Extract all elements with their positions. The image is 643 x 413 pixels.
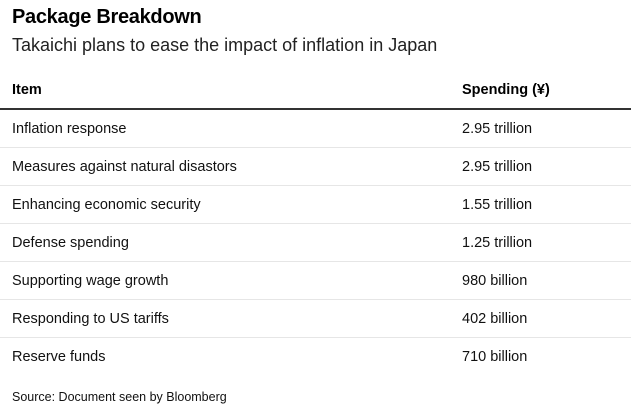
table-cell: 1.55 trillion (450, 185, 631, 224)
table-cell: 980 billion (450, 261, 631, 300)
table-row: Enhancing economic security 1.55 trillion (0, 185, 631, 224)
table-cell: Inflation response (0, 109, 450, 148)
column-header: Spending (¥) (450, 72, 631, 110)
table-cell: Responding to US tariffs (0, 299, 450, 338)
source: Source: Document seen by Bloomberg (12, 390, 227, 404)
table: Item Spending (¥) Inflation response 2.95 … (0, 72, 631, 375)
table-cell: 2.95 trillion (450, 147, 631, 186)
title: Package Breakdown (12, 6, 202, 28)
subtitle: Takaichi plans to ease the impact of inf… (12, 35, 438, 55)
table-cell: Defense spending (0, 223, 450, 262)
table-body: Inflation response 2.95 trillion Measures … (0, 109, 631, 375)
header-row: Item Spending (¥) (0, 72, 631, 110)
table-cell: 1.25 trillion (450, 223, 631, 262)
table-row: Measures against natural disastors 2.95 t… (0, 147, 631, 186)
column-header: Item (0, 72, 450, 110)
table-cell: Measures against natural disastors (0, 147, 450, 186)
table-cell: Supporting wage growth (0, 261, 450, 300)
table-cell: 402 billion (450, 299, 631, 338)
table-cell: Reserve funds (12, 348, 106, 365)
table-row: Reserve funds 710 billion (0, 338, 631, 376)
table-cell: Enhancing economic security (0, 185, 450, 224)
table-row: Defense spending 1.25 trillion (0, 223, 631, 262)
table-row: Supporting wage growth 980 billion (0, 261, 631, 300)
table-cell: 710 billion (462, 348, 528, 365)
table-row: Responding to US tariffs 402 billion (0, 299, 631, 338)
table-row: Inflation response 2.95 trillion (0, 109, 631, 148)
table-cell: 2.95 trillion (450, 109, 631, 148)
